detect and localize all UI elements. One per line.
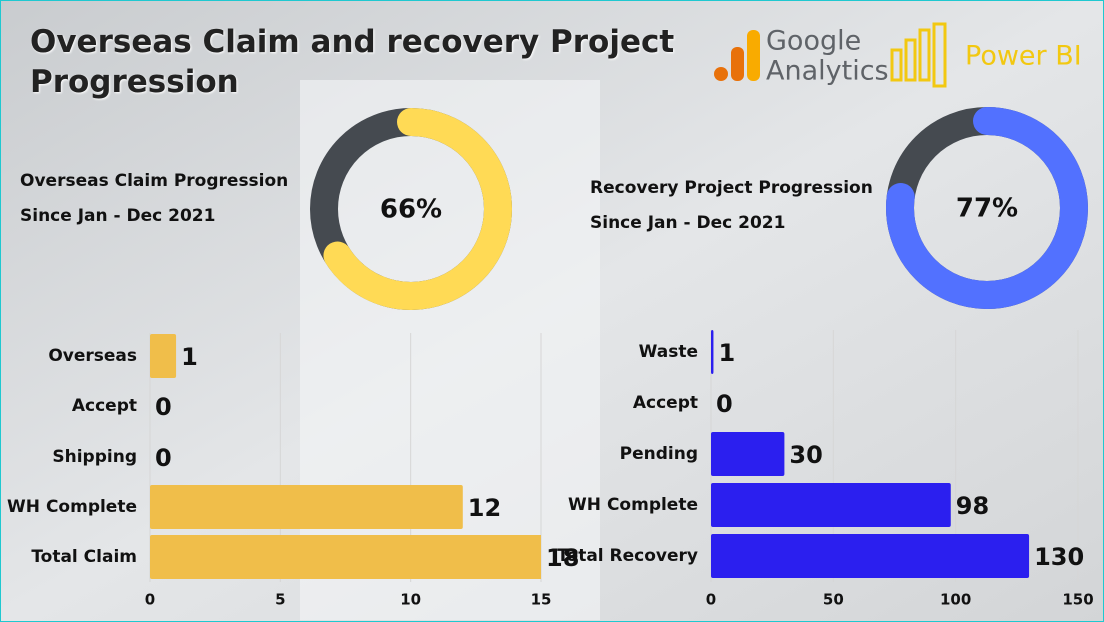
bar — [150, 334, 177, 378]
donut-title: Overseas Claim Progression — [20, 171, 288, 191]
value-label: 1 — [718, 339, 735, 367]
value-label: 98 — [956, 492, 989, 520]
logo-icon — [932, 22, 947, 88]
bars — [150, 334, 541, 579]
value-label: 18 — [546, 544, 579, 572]
x-tick-label: 150 — [1062, 591, 1093, 609]
category-label: Accept — [72, 396, 137, 416]
category-label: WH Complete — [568, 495, 698, 515]
category-label: Accept — [633, 393, 698, 413]
logo-text: Analytics — [766, 56, 889, 87]
category-label: Waste — [639, 342, 698, 362]
donut-subtitle: Since Jan - Dec 2021 — [20, 206, 215, 226]
donut-label: 77% — [956, 194, 1018, 224]
x-tick-label: 0 — [706, 591, 716, 609]
logo-icon — [918, 28, 931, 82]
x-tick-label: 0 — [145, 591, 155, 609]
google-analytics-logo: Google Analytics — [714, 26, 889, 87]
bars — [711, 330, 1030, 578]
category-label: Total Recovery — [557, 546, 698, 566]
donut-subtitle: Since Jan - Dec 2021 — [590, 213, 785, 233]
category-label: Overseas — [48, 346, 137, 366]
bar — [711, 483, 951, 527]
x-tick-label: 50 — [823, 591, 844, 609]
background-paper — [300, 80, 600, 620]
value-label: 12 — [468, 494, 501, 522]
category-label: Pending — [620, 444, 698, 464]
title-box: Overseas Claim and recovery Project Prog… — [30, 24, 675, 100]
bar — [711, 330, 714, 374]
chart-title: Overseas Claim and recovery Project Prog… — [30, 24, 675, 100]
donut-arc — [310, 108, 512, 310]
bar — [711, 432, 785, 476]
x-tick-label: 10 — [400, 591, 421, 609]
logo-icon — [747, 30, 760, 81]
logo-icon — [731, 47, 744, 81]
value-label: 130 — [1034, 543, 1084, 571]
x-tick-label: 15 — [531, 591, 552, 609]
category-label: WH Complete — [7, 497, 137, 517]
bar — [150, 535, 541, 579]
category-label: Shipping — [52, 447, 137, 467]
x-tick-label: 5 — [275, 591, 285, 609]
donut-arc — [886, 107, 1088, 309]
donut-title: Recovery Project Progression — [590, 178, 873, 198]
power-bi-logo: Power BI — [890, 22, 1082, 88]
x-tick-label: 100 — [940, 591, 971, 609]
value-label: 0 — [155, 393, 172, 421]
value-label: 30 — [789, 441, 822, 469]
logo-icon — [890, 48, 903, 82]
bar — [711, 534, 1030, 578]
value-label: 0 — [716, 390, 733, 418]
logo-icon — [904, 38, 917, 82]
bar — [150, 485, 463, 529]
logo-text: Power BI — [965, 41, 1082, 72]
logo-icon — [714, 67, 728, 81]
donut-label: 66% — [380, 195, 442, 225]
logo-text: Google — [766, 26, 861, 57]
value-label: 0 — [155, 444, 172, 472]
category-label: Total Claim — [31, 547, 137, 567]
value-label: 1 — [181, 343, 198, 371]
